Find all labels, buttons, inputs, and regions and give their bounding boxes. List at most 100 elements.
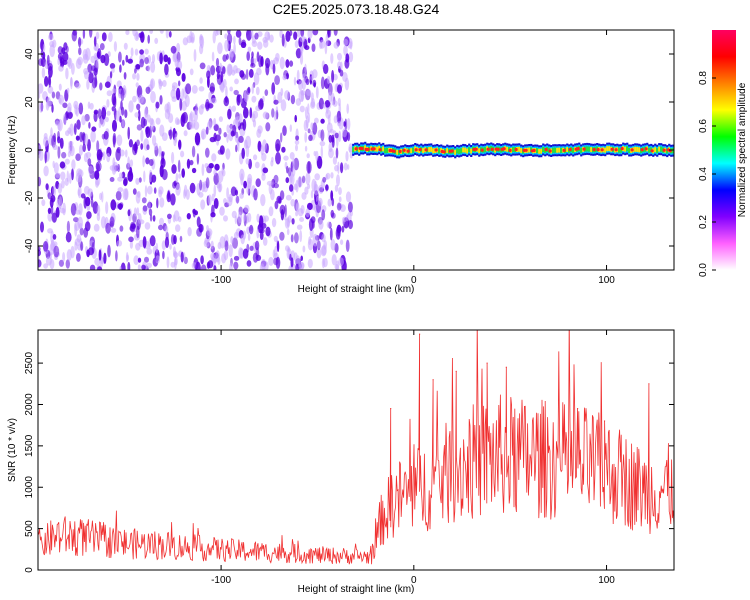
signal-core xyxy=(576,147,580,151)
noise-blob xyxy=(318,197,323,207)
noise-blob xyxy=(128,236,134,243)
noise-blob xyxy=(58,259,64,267)
noise-blob xyxy=(227,196,233,207)
noise-blob xyxy=(52,185,57,197)
noise-blob xyxy=(159,217,164,226)
noise-blob xyxy=(181,88,184,102)
noise-blob xyxy=(273,174,279,184)
noise-blob xyxy=(43,136,49,147)
noise-blob xyxy=(271,108,275,118)
noise-blob xyxy=(105,116,109,123)
noise-blob xyxy=(159,52,163,65)
noise-blob xyxy=(176,42,181,54)
noise-blob xyxy=(325,184,329,191)
noise-blob xyxy=(57,136,61,144)
noise-blob xyxy=(109,71,113,79)
noise-blob xyxy=(178,80,181,87)
noise-blob xyxy=(247,233,251,241)
signal-core xyxy=(450,149,454,153)
noise-blob xyxy=(140,129,144,142)
noise-blob xyxy=(47,85,54,94)
noise-blob xyxy=(320,145,323,159)
noise-blob xyxy=(75,135,80,141)
noise-blob xyxy=(136,139,140,147)
snr-peak xyxy=(577,408,579,410)
noise-blob xyxy=(318,97,324,110)
noise-blob xyxy=(257,41,263,50)
noise-blob xyxy=(334,264,339,270)
noise-blob xyxy=(213,198,219,209)
noise-blob xyxy=(175,224,181,233)
signal-inner xyxy=(378,145,381,151)
noise-blob xyxy=(264,89,269,96)
signal-core xyxy=(418,148,422,152)
noise-blob xyxy=(213,118,217,126)
noise-blob xyxy=(246,226,251,235)
noise-blob xyxy=(87,158,92,167)
noise-blob xyxy=(134,48,139,56)
noise-blob xyxy=(146,262,152,269)
noise-blob xyxy=(158,189,163,198)
noise-blob xyxy=(320,76,325,90)
noise-blob xyxy=(180,251,184,263)
noise-blob xyxy=(336,174,340,187)
noise-blob xyxy=(205,98,210,112)
noise-blob xyxy=(48,34,54,41)
spectrogram-panel: -100 0 100 -40 -20 0 20 40 Height of straight l… xyxy=(7,29,675,295)
noise-blob xyxy=(75,153,81,161)
noise-blob xyxy=(144,256,149,263)
noise-blob xyxy=(106,99,110,108)
noise-blob xyxy=(155,242,159,254)
noise-blob xyxy=(115,148,121,161)
noise-blob xyxy=(246,30,252,41)
noise-blob xyxy=(111,106,115,112)
noise-blob xyxy=(243,107,249,119)
noise-blob xyxy=(123,72,127,80)
y-tick-label: 2500 xyxy=(24,352,35,375)
noise-blob xyxy=(73,123,77,135)
noise-blob xyxy=(66,87,70,94)
signal-inner xyxy=(628,148,631,153)
signal-inner xyxy=(624,146,627,152)
noise-blob xyxy=(265,226,271,237)
noise-blob xyxy=(140,143,144,150)
signal-core xyxy=(480,148,484,152)
noise-blob xyxy=(175,172,179,184)
signal-core xyxy=(644,147,648,151)
noise-blob xyxy=(147,64,150,72)
noise-blob xyxy=(321,209,326,221)
signal-inner xyxy=(566,147,569,152)
noise-blob xyxy=(78,47,82,56)
noise-blob xyxy=(127,209,131,217)
noise-blob xyxy=(250,30,254,39)
noise-blob xyxy=(144,222,151,230)
noise-blob xyxy=(148,208,153,216)
noise-blob xyxy=(106,90,113,97)
signal-core xyxy=(524,148,528,152)
noise-blob xyxy=(145,157,150,165)
noise-blob xyxy=(240,234,245,245)
noise-blob xyxy=(178,173,182,179)
noise-blob xyxy=(223,215,228,222)
y-tick-label: 0 xyxy=(24,147,35,153)
noise-blob xyxy=(238,135,244,143)
noise-blob xyxy=(298,261,305,270)
noise-blob xyxy=(270,160,274,167)
colorbar-gradient xyxy=(712,30,736,270)
noise-blob xyxy=(52,144,58,150)
noise-blob xyxy=(261,173,266,181)
noise-blob xyxy=(270,59,274,70)
chart-title: C2E5.2025.073.18.48.G24 xyxy=(273,1,440,17)
signal-inner xyxy=(620,147,623,153)
noise-blob xyxy=(237,211,243,224)
noise-blob xyxy=(234,215,238,225)
noise-blob xyxy=(312,79,317,87)
noise-blob xyxy=(291,218,295,225)
noise-blob xyxy=(51,91,56,99)
noise-blob xyxy=(82,143,86,153)
signal-inner xyxy=(654,147,657,153)
noise-blob xyxy=(174,117,180,125)
noise-blob xyxy=(233,231,240,239)
noise-blob xyxy=(183,184,188,197)
signal-core xyxy=(398,149,402,153)
